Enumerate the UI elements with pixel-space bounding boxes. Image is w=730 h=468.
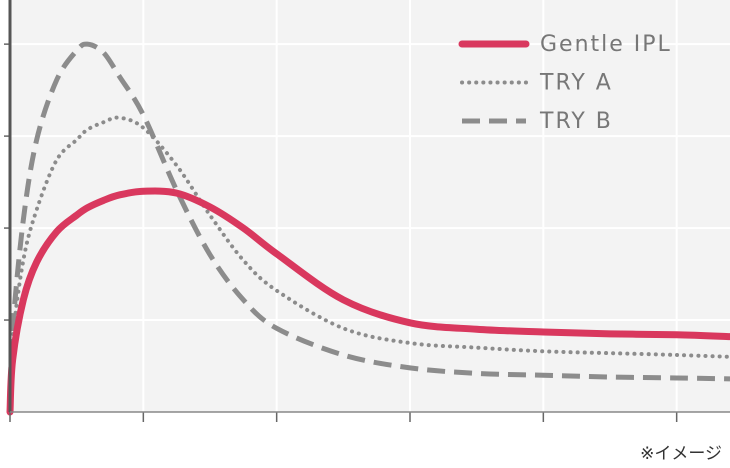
series-line	[6, 187, 730, 416]
annotation: ※イメージ	[640, 444, 722, 464]
legend-label: Gentle IPL	[540, 32, 672, 57]
legend-label: TRY A	[539, 71, 613, 96]
legend-label: TRY B	[539, 109, 613, 134]
series-line	[7, 41, 730, 413]
plot-background	[10, 0, 730, 412]
series-line	[8, 115, 730, 414]
